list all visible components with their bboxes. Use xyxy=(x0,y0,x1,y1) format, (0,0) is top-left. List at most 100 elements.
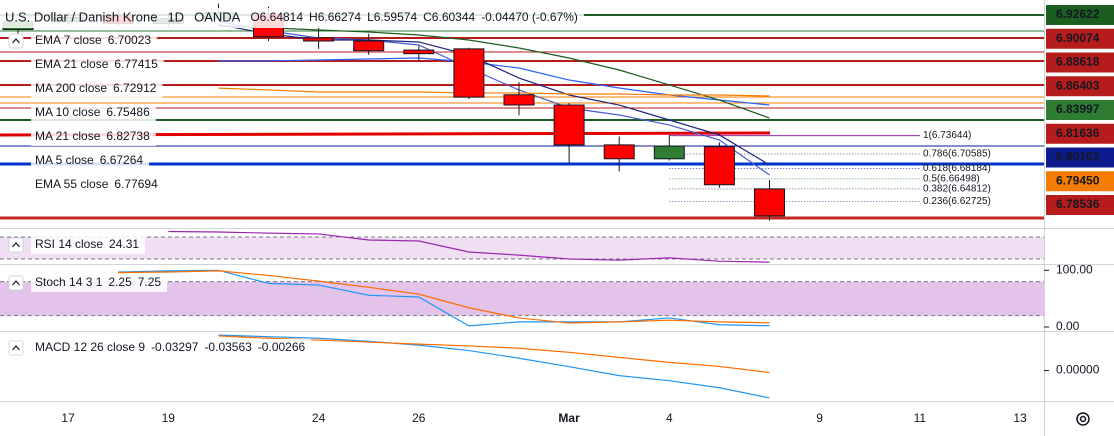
indicator-line xyxy=(218,21,770,176)
chevron-icon xyxy=(12,242,20,248)
fib-label: 0.236(6.62725) xyxy=(923,196,991,207)
legend-background xyxy=(31,128,156,146)
ohlc-stat: L6.59574 xyxy=(367,10,417,24)
y-tick-label: 0.00 xyxy=(1056,319,1080,333)
ohlc-stat: O6.64814 xyxy=(250,10,303,24)
source: OANDA xyxy=(194,9,241,24)
legend-value: 2.25 xyxy=(108,275,132,289)
legend-value: 6.67264 xyxy=(100,153,144,167)
legend-name: MA 200 close xyxy=(35,81,107,95)
legend-value: 24.31 xyxy=(109,237,139,251)
candle-body xyxy=(703,146,735,186)
candle-body xyxy=(653,145,685,160)
fib-label: 0.786(6.70585) xyxy=(923,149,991,160)
legend-background xyxy=(31,80,163,98)
price-tag-label: 6.92622 xyxy=(1056,7,1100,21)
candle-body xyxy=(353,40,385,52)
candle-body xyxy=(603,144,635,160)
price-tag-label: 6.86403 xyxy=(1056,78,1100,92)
candle-body xyxy=(453,48,485,98)
fib-label: 0.5(6.66498) xyxy=(923,173,980,184)
header-background xyxy=(0,8,584,28)
x-tick-label: 24 xyxy=(312,411,326,425)
legend-value: 6.75486 xyxy=(106,105,150,119)
indicator-line xyxy=(118,270,770,324)
ohlc-stat: C6.60344 xyxy=(423,10,475,24)
price-tag xyxy=(1046,28,1114,49)
x-tick-label: 17 xyxy=(61,411,75,425)
legend-name: Stoch 14 3 1 xyxy=(35,275,103,289)
x-tick-label: Mar xyxy=(558,411,580,425)
price-tag xyxy=(1046,195,1114,215)
price-tag-label: 6.81636 xyxy=(1056,126,1100,140)
candle-body xyxy=(754,188,785,217)
fib-label: 1(6.73644) xyxy=(923,130,971,141)
legend-name: EMA 55 close xyxy=(35,177,109,191)
fib-label: 0.618(6.68184) xyxy=(923,163,991,174)
candle-body xyxy=(303,37,335,42)
legend-background xyxy=(31,274,168,292)
gear-ring xyxy=(1076,412,1090,426)
indicator-line xyxy=(168,230,770,263)
indicator-line xyxy=(218,57,770,106)
settings-icon[interactable] xyxy=(1076,412,1090,426)
legend-background xyxy=(31,176,164,194)
legend-value: 6.70023 xyxy=(108,33,152,47)
price-tag xyxy=(1046,100,1114,120)
indicator-line xyxy=(218,87,770,97)
legend-value: 6.72912 xyxy=(113,81,157,95)
drawn-levels xyxy=(0,14,1044,220)
band-fill xyxy=(0,236,1044,259)
chevron-icon xyxy=(12,38,20,44)
legend-name: EMA 21 close xyxy=(35,57,109,71)
price-tag-label: 6.83997 xyxy=(1056,102,1100,116)
price-tag-label: 6.88618 xyxy=(1056,55,1100,69)
price-tag-label: 6.78536 xyxy=(1056,197,1100,211)
price-tag-label: 6.79450 xyxy=(1056,173,1100,187)
legend-background xyxy=(31,32,158,50)
collapse-button[interactable] xyxy=(8,340,24,356)
x-tick-label: 26 xyxy=(412,411,426,425)
price-tag xyxy=(1046,52,1114,73)
gear-hub xyxy=(1079,415,1087,423)
price-tag xyxy=(1046,76,1114,97)
indicator-line xyxy=(218,25,770,119)
chevron-icon xyxy=(12,345,20,351)
x-tick-label: 4 xyxy=(666,411,673,425)
candle-body xyxy=(553,104,585,146)
x-tick-label: 11 xyxy=(914,411,927,425)
candle-body xyxy=(403,49,435,55)
legend-value: -0.00266 xyxy=(258,340,306,354)
legend-value: 6.77694 xyxy=(114,177,158,191)
y-tick-label: 100.00 xyxy=(1056,263,1093,277)
band-fill xyxy=(0,281,1044,316)
x-tick-label: 13 xyxy=(1013,411,1027,425)
price-tag xyxy=(1046,171,1114,192)
price-tag-label: 6.80162 xyxy=(1056,150,1100,164)
legend-background xyxy=(31,236,146,254)
ohlc-stat: -0.04470 (-0.67%) xyxy=(481,10,578,24)
price-tag-label: 6.90074 xyxy=(1056,31,1100,45)
legend-value: -0.03297 xyxy=(151,340,199,354)
x-tick-label: 9 xyxy=(816,411,823,425)
legend-background xyxy=(31,339,312,357)
legend-background xyxy=(31,152,150,170)
collapse-button[interactable] xyxy=(8,33,24,49)
collapse-button[interactable] xyxy=(8,237,24,253)
chevron-icon xyxy=(12,280,20,286)
symbol-title: U.S. Dollar / Danish Krone xyxy=(5,9,157,24)
ohlc-stat: H6.66274 xyxy=(309,10,361,24)
y-tick-label: 0.00000 xyxy=(1056,363,1100,377)
indicator-line xyxy=(218,334,770,399)
legend-value: 7.25 xyxy=(138,275,162,289)
interval: 1D xyxy=(167,9,184,24)
legend-name: EMA 7 close xyxy=(35,33,102,47)
candle-body xyxy=(503,94,535,106)
legend-background xyxy=(31,104,156,122)
price-tag xyxy=(1046,123,1114,144)
legend-value: 6.77415 xyxy=(114,57,158,71)
collapse-button[interactable] xyxy=(8,275,24,291)
legend-name: MA 21 close xyxy=(35,129,101,143)
indicator-line xyxy=(118,269,770,327)
